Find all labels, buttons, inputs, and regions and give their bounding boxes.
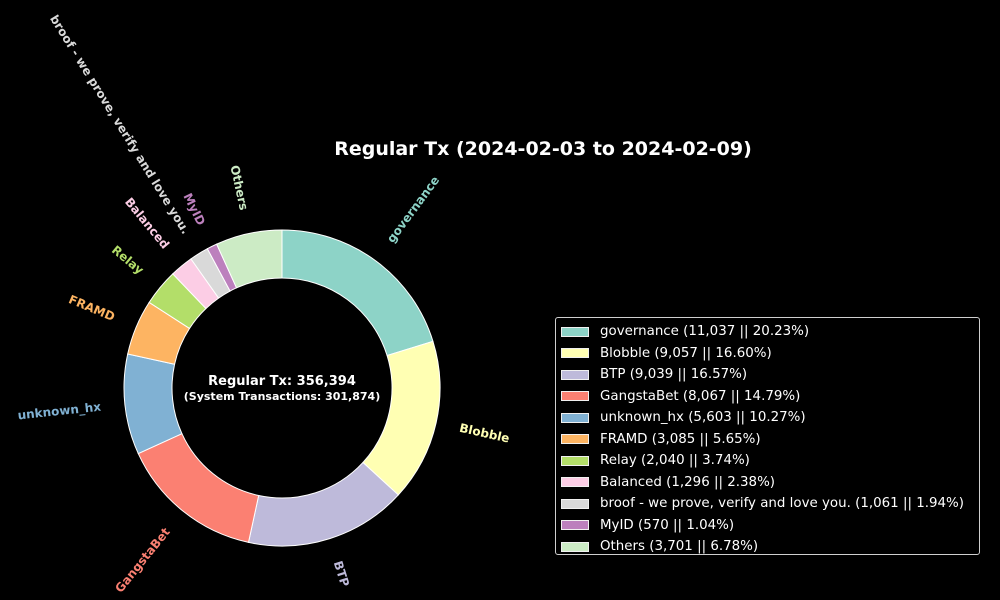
slice-label-5: FRAMD [67, 292, 117, 324]
legend-swatch [561, 412, 589, 423]
legend-label: FRAMD (3,085 || 5.65%) [600, 431, 761, 447]
legend-swatch [561, 326, 589, 337]
legend-label: Blobble (9,057 || 16.60%) [600, 345, 772, 361]
legend-label: governance (11,037 || 20.23%) [600, 324, 810, 340]
legend-label: Balanced (1,296 || 2.38%) [600, 474, 776, 490]
slice-2 [247, 461, 400, 547]
legend-label: MyID (570 || 1.04%) [600, 517, 735, 533]
slice-10 [216, 229, 283, 289]
legend-label: unknown_hx (5,603 || 10.27%) [600, 410, 806, 426]
legend-item: Balanced (1,296 || 2.38%) [561, 472, 979, 494]
legend-swatch [561, 434, 589, 445]
slice-label-2: BTP [331, 559, 352, 588]
legend-item: BTP (9,039 || 16.57%) [561, 364, 979, 386]
slice-0 [281, 229, 434, 357]
slice-label-3: GangstaBet [112, 525, 173, 596]
slice-3 [137, 433, 260, 544]
slice-label-0: governance [384, 173, 442, 245]
legend-item: Blobble (9,057 || 16.60%) [561, 343, 979, 365]
legend-swatch [561, 477, 589, 488]
slice-label-1: Blobble [458, 421, 511, 446]
legend-swatch [561, 391, 589, 402]
center-total-label: Regular Tx: 356,394 [208, 374, 356, 389]
legend-swatch [561, 455, 589, 466]
legend-swatch [561, 541, 589, 552]
center-system-label: (System Transactions: 301,874) [184, 390, 380, 403]
slice-label-6: Relay [109, 243, 147, 277]
legend-item: GangstaBet (8,067 || 14.79%) [561, 386, 979, 408]
slice-label-8: broof - we prove, verify and love you. [47, 12, 193, 236]
legend-swatch [561, 520, 589, 531]
legend-swatch [561, 348, 589, 359]
legend-swatch [561, 369, 589, 380]
legend-item: unknown_hx (5,603 || 10.27%) [561, 407, 979, 429]
chart-title: Regular Tx (2024-02-03 to 2024-02-09) [334, 138, 752, 160]
legend-item: FRAMD (3,085 || 5.65%) [561, 429, 979, 451]
legend-label: Others (3,701 || 6.78%) [600, 539, 759, 555]
legend-swatch [561, 498, 589, 509]
slice-label-4: unknown_hx [17, 400, 102, 424]
legend-item: governance (11,037 || 20.23%) [561, 321, 979, 343]
slices-group [123, 229, 441, 547]
legend-item: MyID (570 || 1.04%) [561, 515, 979, 537]
legend-item: Others (3,701 || 6.78%) [561, 536, 979, 558]
legend-item: Relay (2,040 || 3.74%) [561, 450, 979, 472]
slice-1 [362, 340, 441, 496]
legend-item: broof - we prove, verify and love you. (… [561, 493, 979, 515]
legend-label: GangstaBet (8,067 || 14.79%) [600, 388, 801, 404]
legend-label: BTP (9,039 || 16.57%) [600, 367, 748, 383]
legend-label: broof - we prove, verify and love you. (… [600, 496, 964, 512]
legend-label: Relay (2,040 || 3.74%) [600, 453, 750, 469]
slice-label-10: Others [227, 164, 250, 212]
chart-legend: governance (11,037 || 20.23%) Blobble (9,… [555, 317, 980, 555]
